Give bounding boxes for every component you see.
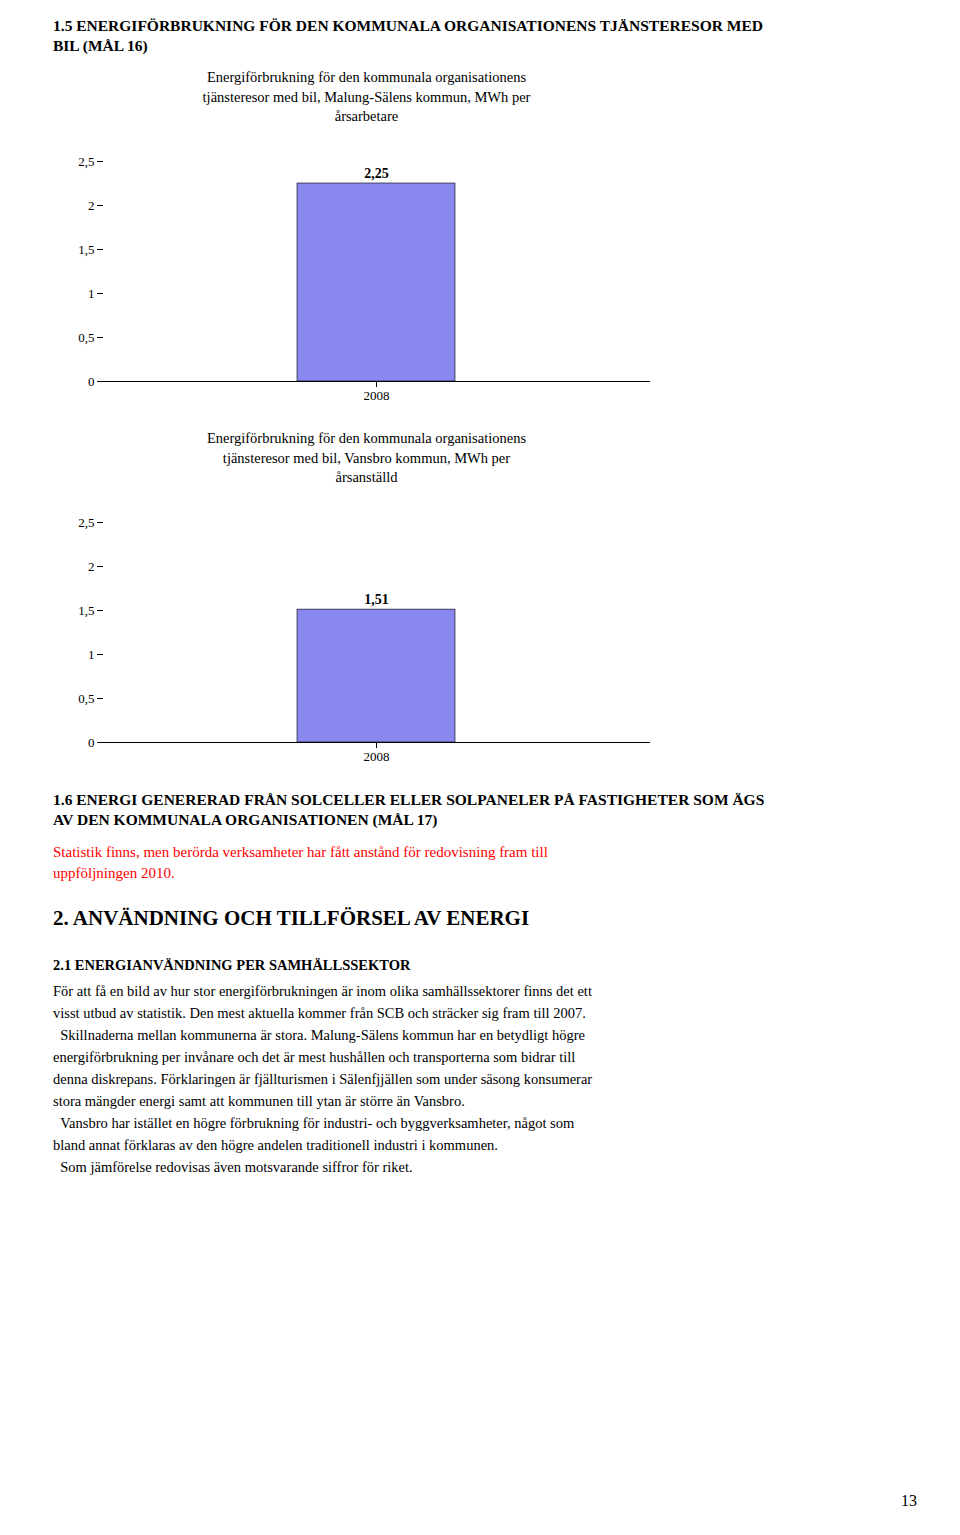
html-text:tjänsteresor med bil, Vansbro: tjänsteresor med bil, Vansbro kommun, MW… (222, 449, 511, 466)
svg-text:2008: 2008 (364, 748, 390, 763)
html-text:Statistik finns, men berörda v: Statistik finns, men berörda verksamhete… (53, 843, 548, 860)
svg-text:0,5: 0,5 (78, 330, 94, 345)
html-text:2.1 ENERGIANVÄNDNING PER SAMHÄ: 2.1 ENERGIANVÄNDNING PER SAMHÄLLSSEKTOR (53, 956, 411, 973)
svg-text:1,5: 1,5 (78, 242, 94, 257)
svg-text:2008: 2008 (364, 388, 390, 403)
svg-text:2,25: 2,25 (364, 166, 389, 181)
html-text:För att få en bild av hur stor: För att få en bild av hur stor energiför… (53, 982, 592, 999)
html-text:denna diskrepans. Förklaringen: denna diskrepans. Förklaringen är fjällt… (53, 1070, 593, 1087)
svg-text:1,51: 1,51 (364, 592, 389, 607)
svg-text:0: 0 (88, 734, 95, 749)
html-text:uppföljningen 2010.: uppföljningen 2010. (53, 864, 175, 881)
html-text:bland annat förklaras av den h: bland annat förklaras av den högre andel… (53, 1136, 498, 1153)
html-text:visst utbud av statistik. Den: visst utbud av statistik. Den mest aktue… (53, 1004, 586, 1021)
html-text:Vansbro har istället en högre: Vansbro har istället en högre förbruknin… (53, 1114, 575, 1131)
html-text:Energiförbrukning för den komm: Energiförbrukning för den kommunala orga… (206, 69, 527, 86)
svg-text:1: 1 (88, 286, 95, 301)
html-text:Skillnaderna mellan kommunerna: Skillnaderna mellan kommunerna är stora.… (53, 1026, 585, 1043)
html-text:stora mängder energi samt att: stora mängder energi samt att kommunen t… (53, 1092, 465, 1109)
html-text:energiförbrukning per invånare: energiförbrukning per invånare och det ä… (53, 1048, 576, 1065)
html-text:1.5 ENERGIFÖRBRUKNING FÖR DEN: 1.5 ENERGIFÖRBRUKNING FÖR DEN KOMMUNALA … (53, 17, 763, 34)
html-text:13: 13 (901, 1492, 917, 1509)
html-text:Som jämförelse redovisas även: Som jämförelse redovisas även motsvarand… (53, 1158, 413, 1175)
html-text:2. ANVÄNDNING OCH TILLFÖRSEL A: 2. ANVÄNDNING OCH TILLFÖRSEL AV ENERGI (53, 905, 530, 930)
svg-text:2,5: 2,5 (78, 514, 94, 529)
svg-text:2,5: 2,5 (78, 154, 94, 169)
html-text:Energiförbrukning för den komm: Energiförbrukning för den kommunala orga… (206, 430, 527, 446)
svg-text:2: 2 (88, 198, 95, 213)
svg-text:1,5: 1,5 (78, 602, 94, 617)
html-text:årsanställd: årsanställd (335, 469, 398, 486)
html-text:BIL (MÅL 16): BIL (MÅL 16) (53, 37, 148, 55)
html-text:AV DEN KOMMUNALA ORGANISATIONE: AV DEN KOMMUNALA ORGANISATIONEN (MÅL 17) (53, 810, 438, 828)
svg-text:1: 1 (88, 646, 95, 661)
html-text:tjänsteresor med bil, Malung-S: tjänsteresor med bil, Malung-Sälens komm… (202, 88, 531, 105)
svg-text:0: 0 (88, 374, 95, 389)
html-text:1.6 ENERGI GENERERAD FRÅN SOLC: 1.6 ENERGI GENERERAD FRÅN SOLCELLER ELLE… (53, 790, 765, 808)
html-text:årsarbetare: årsarbetare (334, 108, 399, 125)
svg-text:2: 2 (88, 558, 95, 573)
svg-text:0,5: 0,5 (78, 690, 94, 705)
